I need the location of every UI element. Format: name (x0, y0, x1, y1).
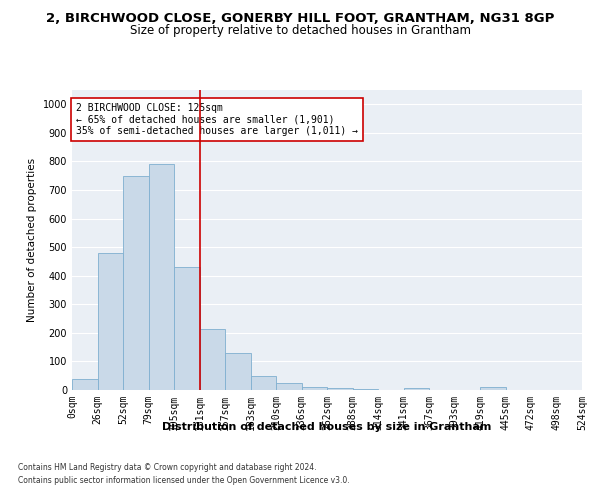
Text: 2, BIRCHWOOD CLOSE, GONERBY HILL FOOT, GRANTHAM, NG31 8GP: 2, BIRCHWOOD CLOSE, GONERBY HILL FOOT, G… (46, 12, 554, 26)
Bar (225, 353, 251, 390)
Text: Contains HM Land Registry data © Crown copyright and database right 2024.: Contains HM Land Registry data © Crown c… (18, 464, 317, 472)
Bar (404, 388, 429, 390)
Text: Contains public sector information licensed under the Open Government Licence v3: Contains public sector information licen… (18, 476, 350, 485)
Bar (199, 328, 225, 390)
Bar (174, 267, 199, 390)
Text: Size of property relative to detached houses in Grantham: Size of property relative to detached ho… (130, 24, 470, 37)
Bar (251, 376, 276, 390)
Bar (97, 253, 123, 390)
Text: Distribution of detached houses by size in Grantham: Distribution of detached houses by size … (163, 422, 491, 432)
Bar (72, 378, 97, 390)
Y-axis label: Number of detached properties: Number of detached properties (27, 158, 37, 322)
Bar (353, 388, 378, 390)
Bar (149, 164, 174, 390)
Bar (276, 383, 302, 390)
Bar (480, 387, 505, 390)
Text: 2 BIRCHWOOD CLOSE: 125sqm
← 65% of detached houses are smaller (1,901)
35% of se: 2 BIRCHWOOD CLOSE: 125sqm ← 65% of detac… (76, 103, 358, 136)
Bar (123, 176, 149, 390)
Bar (302, 386, 327, 390)
Bar (327, 388, 353, 390)
